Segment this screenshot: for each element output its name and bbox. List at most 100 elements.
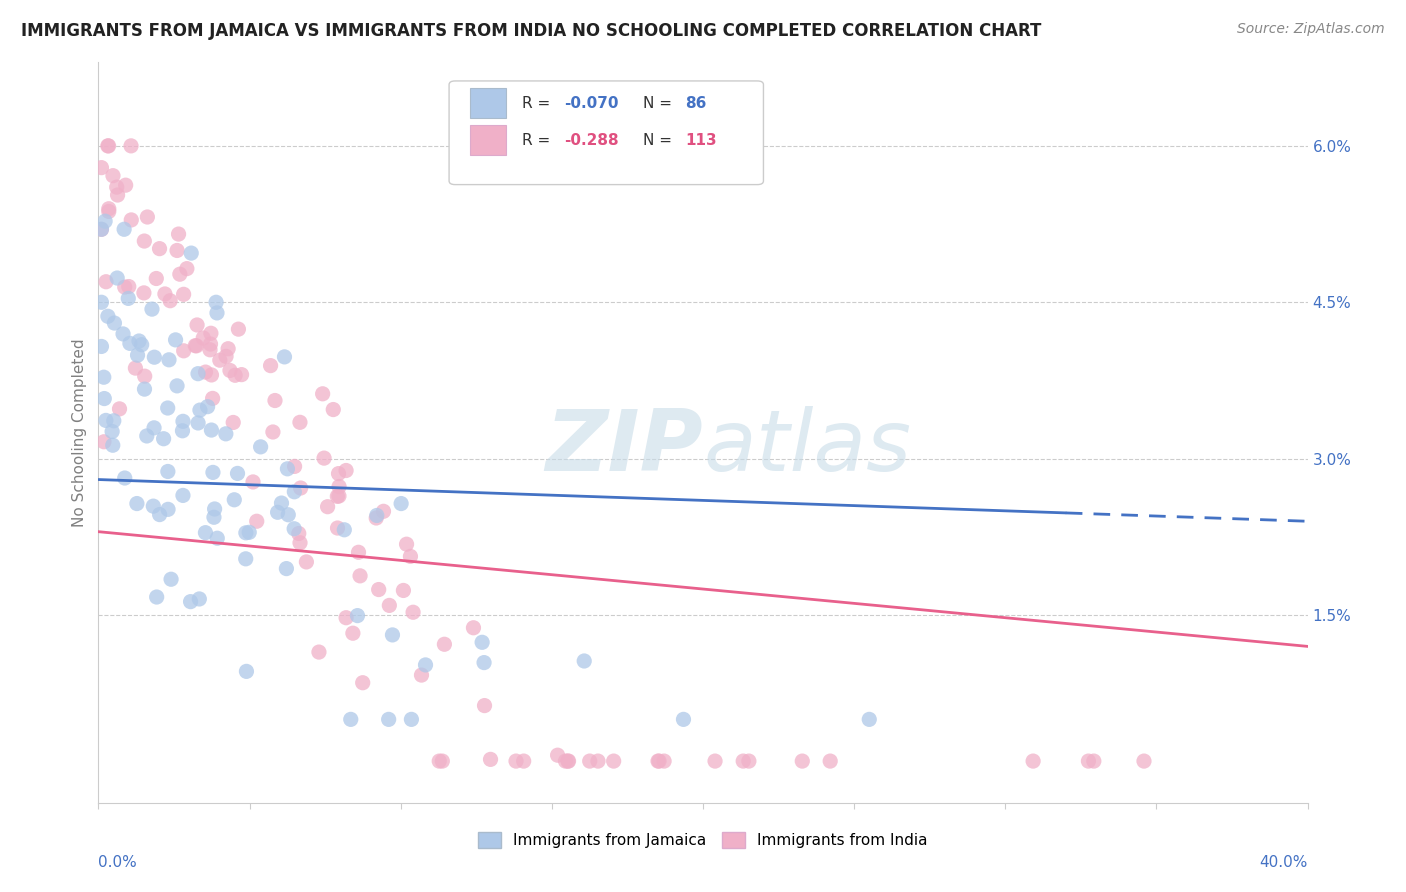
- Point: [1133, 754, 1156, 768]
- Point: [200, 337, 222, 351]
- Point: [328, 489, 350, 503]
- Point: [471, 635, 494, 649]
- Point: [173, 343, 195, 358]
- Legend: Immigrants from Jamaica, Immigrants from India: Immigrants from Jamaica, Immigrants from…: [472, 826, 934, 855]
- Point: [373, 504, 395, 518]
- Point: [165, 333, 187, 347]
- Point: [270, 496, 292, 510]
- Point: [97, 139, 120, 153]
- Point: [316, 500, 339, 514]
- Point: [586, 754, 609, 768]
- Point: [554, 754, 576, 768]
- Point: [157, 352, 180, 367]
- Point: [184, 339, 207, 353]
- Point: [205, 306, 228, 320]
- Point: [335, 610, 357, 624]
- Point: [1083, 754, 1105, 768]
- Point: [187, 416, 209, 430]
- Point: [224, 368, 246, 383]
- Point: [93, 434, 115, 449]
- Point: [283, 522, 305, 536]
- Text: R =: R =: [522, 95, 555, 111]
- Point: [200, 423, 222, 437]
- Point: [479, 752, 502, 766]
- Point: [172, 414, 194, 428]
- Point: [205, 295, 228, 310]
- Point: [672, 712, 695, 726]
- Point: [112, 222, 135, 236]
- Point: [186, 339, 208, 353]
- Point: [277, 508, 299, 522]
- Point: [120, 213, 142, 227]
- Text: N =: N =: [643, 133, 676, 148]
- Point: [131, 337, 153, 351]
- Point: [557, 754, 579, 768]
- Point: [395, 537, 418, 551]
- Point: [127, 348, 149, 362]
- Point: [411, 668, 433, 682]
- Point: [342, 626, 364, 640]
- Point: [276, 462, 298, 476]
- Point: [186, 318, 208, 332]
- Point: [208, 353, 231, 368]
- Point: [264, 393, 287, 408]
- Point: [114, 280, 136, 294]
- Point: [132, 285, 155, 300]
- Point: [105, 271, 128, 285]
- Point: [235, 551, 257, 566]
- Point: [427, 754, 450, 768]
- Text: ZIP: ZIP: [546, 406, 703, 489]
- Point: [402, 605, 425, 619]
- Point: [283, 484, 305, 499]
- Point: [226, 467, 249, 481]
- Point: [176, 261, 198, 276]
- Point: [145, 590, 167, 604]
- Point: [136, 210, 159, 224]
- Point: [574, 654, 596, 668]
- Point: [166, 379, 188, 393]
- Point: [120, 139, 142, 153]
- Point: [94, 214, 117, 228]
- Point: [101, 169, 124, 183]
- Point: [143, 421, 166, 435]
- Point: [94, 413, 117, 427]
- Text: 40.0%: 40.0%: [1260, 855, 1308, 870]
- Point: [103, 316, 125, 330]
- Point: [215, 349, 238, 363]
- Point: [415, 657, 437, 672]
- Point: [172, 424, 194, 438]
- Point: [242, 475, 264, 489]
- Point: [367, 582, 389, 597]
- Point: [134, 234, 156, 248]
- Bar: [470, 126, 506, 155]
- Point: [288, 536, 311, 550]
- Point: [259, 359, 281, 373]
- Point: [339, 712, 361, 726]
- Text: R =: R =: [522, 133, 555, 148]
- Point: [149, 508, 172, 522]
- Point: [197, 400, 219, 414]
- Point: [648, 754, 671, 768]
- Point: [377, 712, 399, 726]
- Text: 113: 113: [685, 133, 717, 148]
- Point: [188, 591, 211, 606]
- Point: [152, 432, 174, 446]
- Point: [792, 754, 814, 768]
- Point: [124, 361, 146, 376]
- Point: [378, 599, 401, 613]
- Point: [308, 645, 330, 659]
- Point: [188, 403, 211, 417]
- FancyBboxPatch shape: [449, 81, 763, 185]
- Text: atlas: atlas: [703, 406, 911, 489]
- Point: [153, 287, 176, 301]
- Point: [134, 369, 156, 384]
- Point: [118, 279, 141, 293]
- Point: [215, 426, 238, 441]
- Point: [311, 386, 333, 401]
- Point: [222, 416, 245, 430]
- Point: [201, 392, 224, 406]
- Point: [557, 754, 579, 768]
- Point: [90, 222, 112, 236]
- Point: [202, 510, 225, 524]
- Point: [328, 479, 350, 493]
